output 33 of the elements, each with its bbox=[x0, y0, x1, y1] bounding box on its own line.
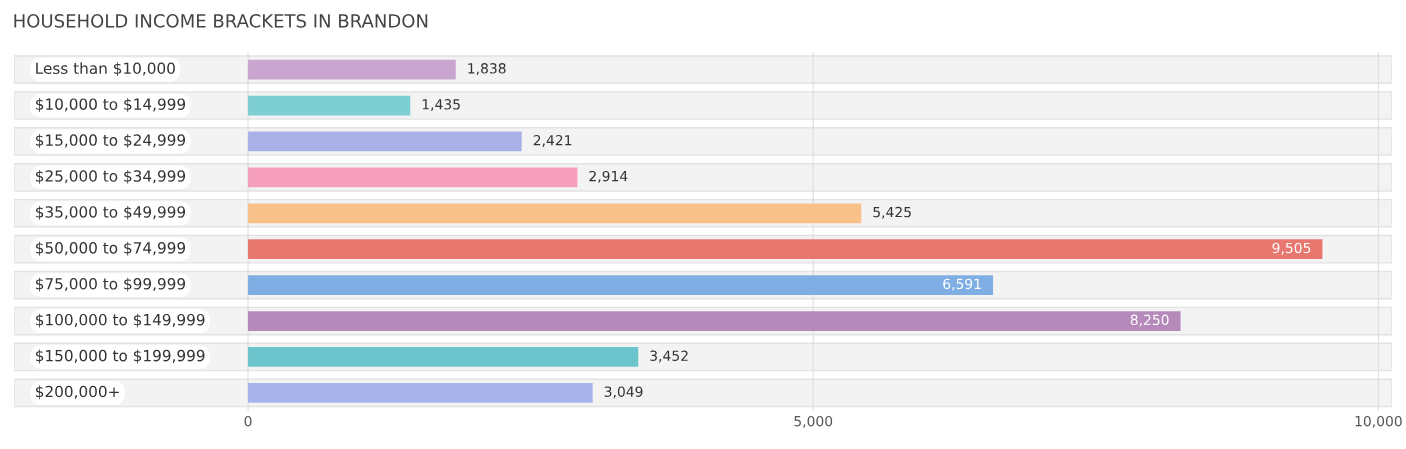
x-tick-label: 0 bbox=[244, 415, 252, 427]
data-label: 3,049 bbox=[604, 386, 643, 399]
data-label: 1,838 bbox=[468, 63, 506, 76]
bar bbox=[248, 383, 593, 403]
data-label: 2,914 bbox=[589, 170, 628, 183]
data-label: 2,421 bbox=[533, 134, 572, 147]
bar bbox=[248, 95, 411, 116]
y-tick-label: $200,000+ bbox=[36, 385, 119, 400]
bar bbox=[248, 59, 456, 80]
y-tick-label: Less than $10,000 bbox=[36, 62, 175, 77]
data-label: 6,591 bbox=[943, 278, 981, 291]
bar bbox=[248, 131, 522, 152]
data-label: 5,425 bbox=[873, 206, 911, 219]
bar bbox=[248, 311, 1181, 331]
x-tick-label: 10,000 bbox=[1355, 415, 1402, 428]
bar bbox=[248, 347, 639, 367]
data-label: 8,250 bbox=[1130, 314, 1169, 327]
y-tick-label: $15,000 to $24,999 bbox=[36, 134, 186, 148]
y-tick-label: $75,000 to $99,999 bbox=[36, 277, 186, 292]
y-tick-label: $150,000 to $199,999 bbox=[36, 349, 205, 364]
chart-title: HOUSEHOLD INCOME BRACKETS IN BRANDON bbox=[14, 14, 428, 28]
y-tick-label: $50,000 to $74,999 bbox=[36, 241, 186, 256]
y-tick-label: $100,000 to $149,999 bbox=[36, 313, 205, 328]
bar bbox=[248, 275, 994, 295]
y-tick-label: $35,000 to $49,999 bbox=[36, 205, 186, 220]
bar bbox=[248, 203, 862, 224]
data-label: 3,452 bbox=[650, 350, 688, 363]
bar bbox=[248, 167, 578, 188]
data-label: 9,505 bbox=[1272, 242, 1311, 255]
data-label: 1,435 bbox=[422, 99, 460, 111]
y-tick-label: $10,000 to $14,999 bbox=[36, 98, 186, 112]
x-tick-label: 5,000 bbox=[794, 415, 833, 428]
y-tick-label: $25,000 to $34,999 bbox=[36, 169, 186, 184]
